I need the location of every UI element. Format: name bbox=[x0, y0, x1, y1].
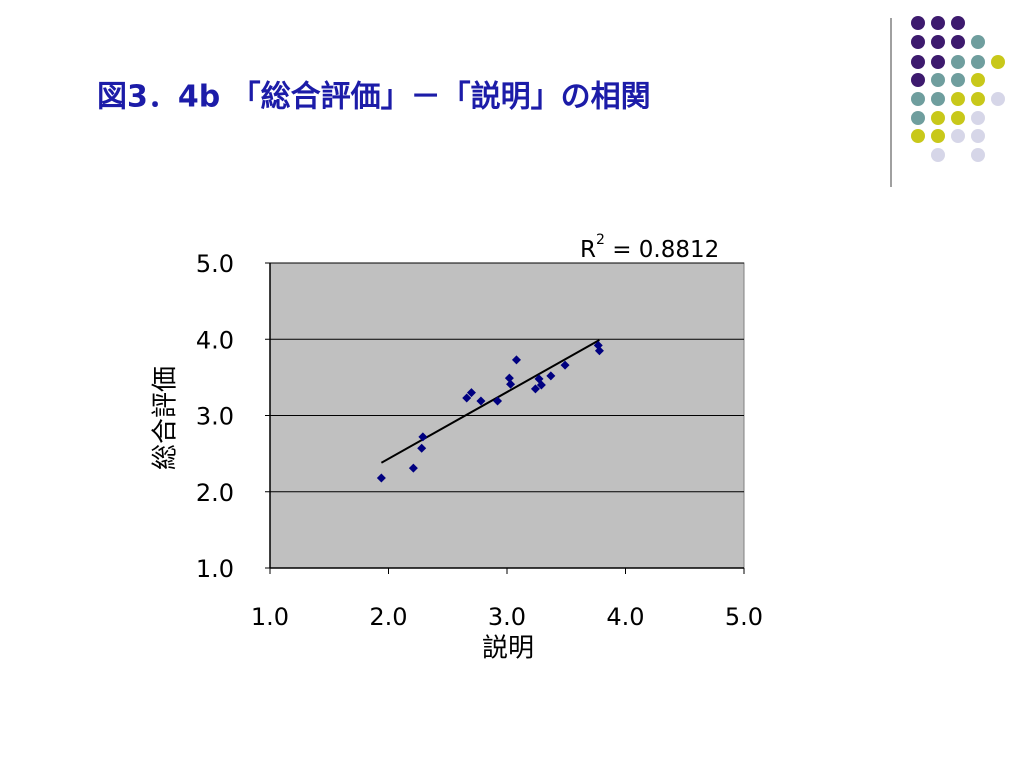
dot bbox=[911, 55, 925, 69]
dot bbox=[991, 55, 1005, 69]
x-tick-label: 3.0 bbox=[488, 603, 526, 631]
x-tick-label: 4.0 bbox=[606, 603, 644, 631]
dot bbox=[931, 148, 945, 162]
y-tick-label: 1.0 bbox=[196, 555, 234, 583]
x-tick-label: 1.0 bbox=[251, 603, 289, 631]
point bbox=[466, 388, 476, 398]
point bbox=[511, 355, 521, 365]
dot bbox=[991, 92, 1005, 106]
point bbox=[546, 371, 556, 381]
y-tick-label: 4.0 bbox=[196, 326, 234, 354]
dot bbox=[931, 129, 945, 143]
dot bbox=[971, 129, 985, 143]
dot bbox=[911, 73, 925, 87]
dot bbox=[931, 35, 945, 49]
dot bbox=[951, 73, 965, 87]
point bbox=[493, 396, 503, 406]
trendline bbox=[380, 339, 600, 464]
point bbox=[417, 443, 427, 453]
x-axis-label: 説明 bbox=[482, 634, 534, 664]
dot bbox=[951, 111, 965, 125]
point bbox=[530, 384, 540, 394]
dot bbox=[911, 35, 925, 49]
dot bbox=[931, 16, 945, 30]
dot bbox=[951, 16, 965, 30]
x-tick-label: 2.0 bbox=[369, 603, 407, 631]
dot bbox=[971, 55, 985, 69]
y-tick-label: 2.0 bbox=[196, 479, 234, 507]
point bbox=[504, 373, 514, 383]
r-squared-exp: 2 bbox=[596, 232, 605, 248]
dot bbox=[911, 92, 925, 106]
x-tick-label: 5.0 bbox=[725, 603, 763, 631]
r-squared: R2 = 0.8812 bbox=[580, 232, 719, 263]
point bbox=[376, 473, 386, 483]
point bbox=[462, 393, 472, 403]
dot bbox=[971, 73, 985, 87]
dot bbox=[951, 35, 965, 49]
point bbox=[536, 380, 546, 390]
point bbox=[560, 360, 570, 370]
dot bbox=[931, 73, 945, 87]
dot bbox=[951, 92, 965, 106]
point bbox=[594, 346, 604, 356]
r-squared-value: = 0.8812 bbox=[605, 237, 719, 263]
point bbox=[418, 432, 428, 442]
dot bbox=[971, 35, 985, 49]
dot bbox=[971, 148, 985, 162]
r-squared-r: R bbox=[580, 237, 596, 263]
dot bbox=[971, 111, 985, 125]
dot bbox=[971, 92, 985, 106]
y-axis-label: 総合評価 bbox=[151, 366, 181, 470]
point bbox=[476, 396, 486, 406]
decoration bbox=[911, 16, 1005, 162]
point bbox=[408, 463, 418, 473]
dot bbox=[931, 111, 945, 125]
y-tick-label: 3.0 bbox=[196, 403, 234, 431]
dot bbox=[951, 55, 965, 69]
dot bbox=[911, 129, 925, 143]
dot bbox=[931, 55, 945, 69]
dot bbox=[931, 92, 945, 106]
dot bbox=[911, 16, 925, 30]
y-tick-label: 5.0 bbox=[196, 250, 234, 278]
dot bbox=[911, 111, 925, 125]
slide-title: 図3．4b 「総合評価」－「説明」の相関 bbox=[97, 80, 651, 115]
point bbox=[506, 379, 516, 389]
dot bbox=[951, 129, 965, 143]
